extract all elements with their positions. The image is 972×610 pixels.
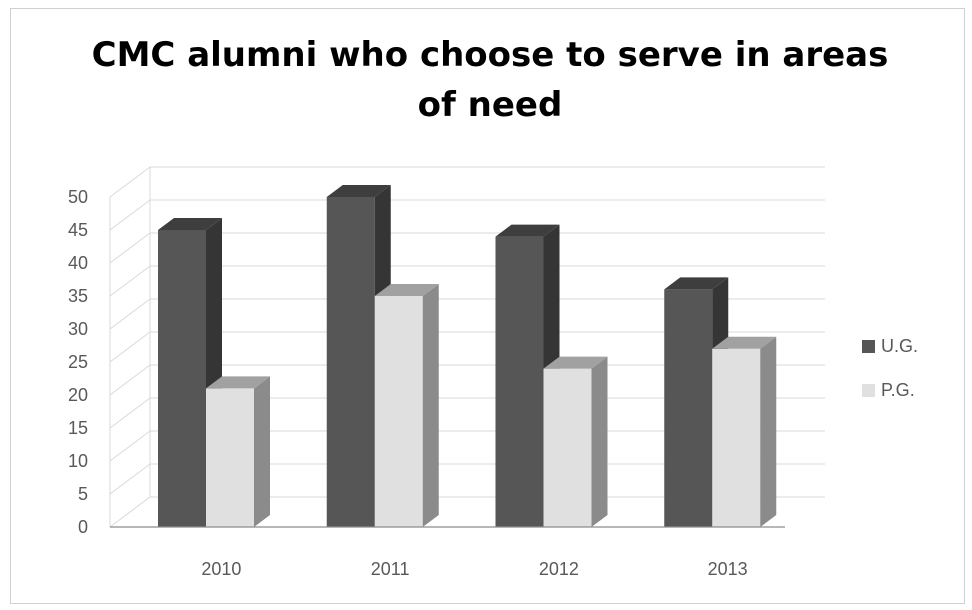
bar-pg-2013-top	[712, 336, 777, 349]
bar-pg-2010-top	[206, 376, 270, 389]
bar-pg-2010-front	[206, 388, 254, 527]
gridline-side	[109, 166, 151, 198]
bar-pg-2012	[543, 356, 608, 527]
bar-pg-2013-front	[712, 348, 761, 527]
bar-ug-2011-front	[326, 197, 375, 527]
bar-pg-2011-top	[374, 284, 439, 296]
y-tick-label: 50	[68, 187, 88, 207]
x-tick-label: 2013	[708, 559, 748, 579]
bar-ug-2010-top	[158, 218, 222, 230]
chart-title: CMC alumni who choose to serve in areas …	[91, 35, 889, 125]
bar-layer	[158, 185, 777, 527]
legend-swatch	[862, 384, 875, 397]
axis-layer: 0 5 10 15 20 25 30 35 40 45 50 2010 2011 2012 2013	[68, 187, 785, 579]
gridline-side	[109, 463, 151, 495]
bar-ug-2012-front	[495, 236, 544, 527]
bar-ug-2013	[664, 277, 729, 527]
bar-pg-2011-front	[374, 296, 423, 527]
x-tick-label: 2011	[371, 559, 410, 579]
y-tick-label: 15	[68, 418, 88, 438]
bar-pg-2012-side	[591, 356, 608, 527]
bar-ug-2013-top	[664, 277, 729, 290]
bar-pg-2011	[374, 284, 439, 527]
bar-ug-2013-front	[664, 289, 713, 527]
y-tick-label: 25	[68, 352, 88, 372]
gridline-side	[109, 331, 151, 363]
bar-pg-2010	[206, 376, 270, 527]
bar-ug-2011-top	[326, 185, 391, 197]
bar-ug-2012-top	[495, 224, 560, 237]
y-tick-label: 45	[68, 220, 88, 240]
legend-label: U.G.	[881, 336, 918, 356]
bar-pg-2013	[712, 336, 777, 527]
gridline-side	[109, 364, 151, 396]
bar-pg-2011-side	[422, 284, 439, 527]
gridline-side	[109, 232, 151, 264]
legend-swatch	[862, 340, 875, 353]
legend-label: P.G.	[881, 380, 915, 400]
bar-pg-2012-top	[543, 356, 608, 369]
gridline-side	[109, 265, 151, 297]
gridline-side	[109, 496, 151, 528]
bar-pg-2010-side	[254, 376, 270, 527]
bar-ug-2010-front	[158, 230, 206, 527]
y-tick-label: 30	[68, 319, 88, 339]
x-tick-label: 2010	[201, 559, 241, 579]
bar-pg-2012-front	[543, 368, 592, 527]
chart-legend: U.G. P.G.	[862, 336, 918, 400]
gridline-side	[109, 199, 151, 231]
y-tick-label: 40	[68, 253, 88, 273]
gridline-side	[109, 430, 151, 462]
y-tick-label: 0	[78, 517, 88, 537]
x-tick-label: 2012	[539, 559, 579, 579]
y-tick-label: 35	[68, 286, 88, 306]
bar-pg-2013-side	[760, 336, 777, 527]
y-tick-label: 20	[68, 385, 88, 405]
gridline-side	[109, 397, 151, 429]
gridline-side	[109, 298, 151, 330]
y-tick-label: 10	[68, 451, 88, 471]
y-tick-label: 5	[78, 484, 88, 504]
